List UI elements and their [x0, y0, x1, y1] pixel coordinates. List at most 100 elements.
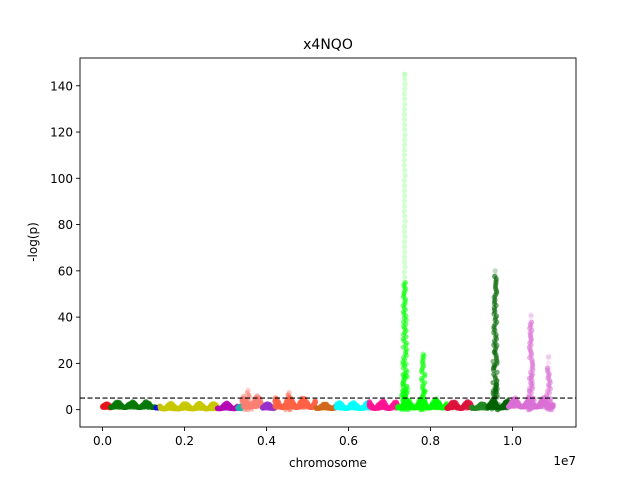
data-point — [401, 106, 408, 112]
data-point — [527, 405, 533, 411]
data-point — [422, 388, 428, 394]
data-point — [245, 388, 251, 394]
data-point — [490, 388, 496, 394]
data-point — [402, 259, 408, 265]
data-point — [401, 254, 408, 260]
data-point — [401, 127, 408, 133]
data-point — [245, 387, 251, 393]
data-point — [493, 389, 499, 395]
data-point — [544, 365, 551, 371]
data-point — [399, 406, 405, 412]
data-point — [546, 365, 552, 371]
data-point — [493, 381, 499, 387]
data-point — [398, 392, 405, 398]
data-point — [490, 401, 496, 407]
data-point — [401, 178, 407, 184]
data-point — [528, 314, 534, 320]
data-point — [402, 183, 408, 189]
data-point — [527, 406, 534, 412]
data-point — [546, 406, 552, 412]
data-point — [248, 404, 254, 410]
data-point — [421, 352, 427, 359]
data-point — [492, 272, 498, 279]
data-point — [494, 379, 500, 385]
data-point — [528, 375, 534, 381]
data-point — [402, 101, 408, 107]
data-point — [489, 397, 495, 403]
data-point — [531, 398, 537, 404]
data-point — [402, 193, 408, 199]
data-point — [549, 407, 555, 413]
data-point — [404, 374, 410, 380]
data-point — [547, 401, 553, 407]
data-point — [403, 361, 409, 367]
data-point — [286, 389, 292, 395]
data-point — [548, 395, 554, 402]
y-tick-label: 120 — [50, 126, 73, 140]
data-point — [492, 399, 498, 405]
data-point — [491, 399, 497, 405]
data-point — [401, 91, 407, 97]
data-point — [528, 406, 534, 412]
data-point — [418, 406, 425, 412]
data-point — [402, 167, 408, 173]
data-point — [422, 400, 429, 406]
data-point — [401, 198, 407, 204]
data-point — [399, 391, 405, 398]
data-point — [529, 380, 536, 387]
data-point — [401, 401, 407, 407]
y-tick-label: 60 — [58, 264, 73, 278]
data-point — [401, 279, 407, 285]
y-axis: 0 20 40 60 80 100 120 140 — [50, 79, 80, 417]
data-point — [402, 96, 408, 102]
data-point — [400, 387, 406, 394]
data-point — [420, 351, 426, 357]
data-point — [400, 401, 406, 407]
data-point — [399, 402, 406, 408]
data-point — [525, 407, 531, 413]
data-point — [419, 402, 425, 408]
data-point — [490, 380, 496, 386]
data-point — [525, 399, 531, 405]
x-axis-label: chromosome — [289, 456, 367, 470]
data-point — [402, 172, 408, 179]
data-point — [492, 400, 498, 406]
y-tick-label: 40 — [58, 311, 73, 325]
data-point — [402, 249, 408, 255]
data-point — [402, 116, 408, 123]
data-point — [402, 218, 408, 224]
data-point — [418, 404, 424, 410]
data-point — [405, 387, 411, 393]
data-point — [401, 208, 407, 214]
data-point — [491, 398, 497, 404]
x-axis: 0.0 0.2 0.4 0.6 0.8 1.0 — [93, 427, 522, 448]
data-point — [402, 86, 408, 92]
data-point — [528, 312, 534, 318]
data-point — [401, 223, 407, 229]
data-point — [402, 122, 408, 128]
x-tick-label: 0.6 — [339, 434, 358, 448]
data-point — [526, 403, 532, 409]
data-point — [421, 402, 427, 408]
y-tick-label: 80 — [58, 218, 73, 232]
data-point — [496, 401, 502, 407]
data-point — [285, 392, 291, 398]
data-point — [420, 393, 427, 399]
data-point — [399, 404, 405, 411]
data-point — [492, 402, 498, 408]
data-point — [422, 404, 428, 410]
data-point — [545, 360, 552, 366]
data-point — [420, 351, 426, 357]
data-point — [403, 390, 410, 396]
plot-frame — [79, 57, 577, 428]
data-point — [546, 355, 552, 361]
data-point — [402, 264, 408, 270]
data-point — [491, 349, 497, 355]
data-points — [99, 71, 556, 413]
data-point — [400, 380, 406, 387]
data-point — [403, 388, 409, 394]
data-point — [402, 132, 408, 138]
data-point — [313, 399, 319, 405]
data-point — [402, 137, 408, 143]
